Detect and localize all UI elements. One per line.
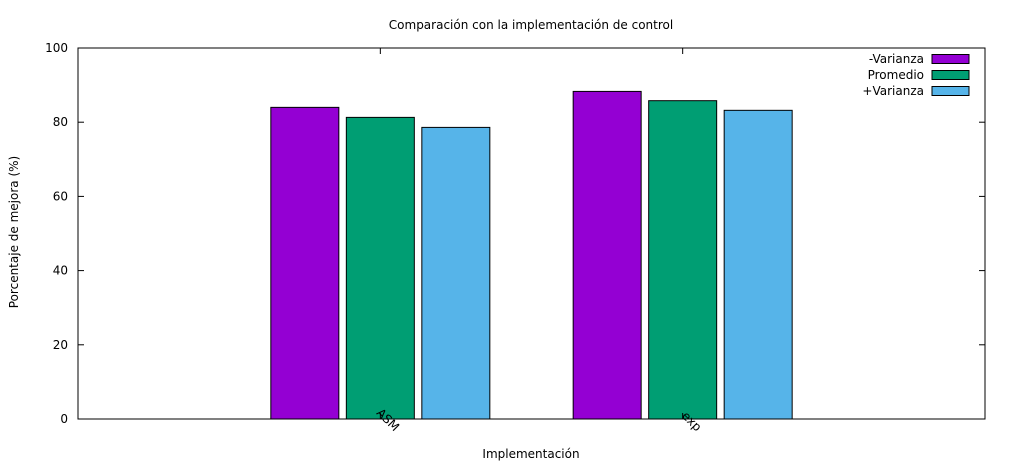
y-tick-label: 100 <box>45 41 68 55</box>
y-tick-label: 80 <box>53 115 68 129</box>
y-tick-label: 0 <box>60 412 68 426</box>
y-tick-label: 20 <box>53 338 68 352</box>
x-axis-label: Implementación <box>482 447 579 461</box>
y-tick-label: 40 <box>53 264 68 278</box>
bar <box>572 90 642 420</box>
chart-title: Comparación con la implementación de con… <box>389 18 673 32</box>
legend-label: Promedio <box>868 68 924 82</box>
legend-label: -Varianza <box>869 52 924 66</box>
legend-swatch <box>931 70 970 80</box>
bar <box>345 116 415 420</box>
plot-frame <box>77 47 986 420</box>
bar <box>723 109 793 420</box>
bar <box>421 126 491 420</box>
legend-swatch <box>931 86 970 96</box>
bar <box>270 106 340 420</box>
legend-swatch <box>931 54 970 64</box>
y-axis-label: Porcentaje de mejora (%) <box>7 156 21 308</box>
bar <box>648 100 718 420</box>
legend: -Varianza Promedio +Varianza <box>862 52 970 98</box>
y-tick-label: 60 <box>53 189 68 203</box>
legend-label: +Varianza <box>862 84 924 98</box>
